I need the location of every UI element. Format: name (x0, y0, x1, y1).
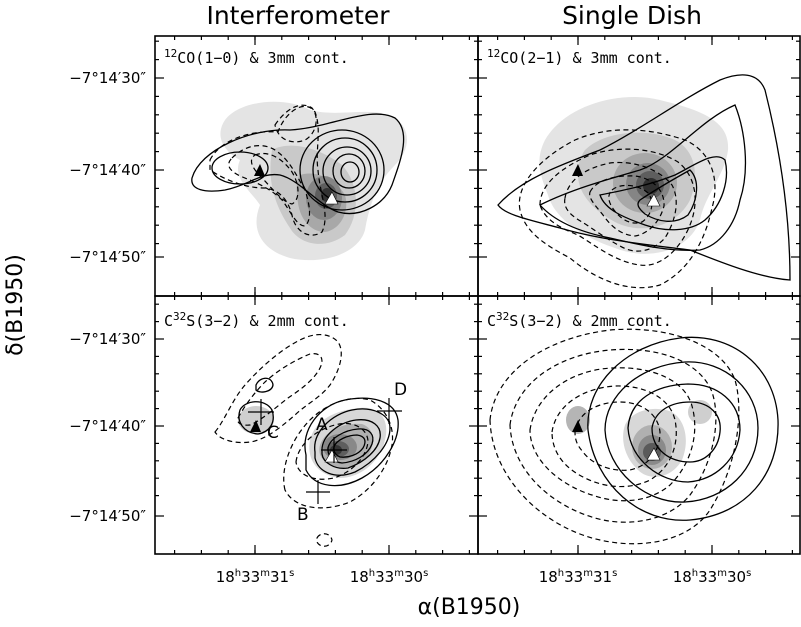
isotope-superscript: 32 (496, 310, 509, 323)
panel-label: 12CO(1−0) & 3mm cont. (164, 47, 349, 67)
marker-b: B (297, 480, 330, 525)
y-axis-label: δ(B1950) (3, 254, 28, 356)
source-markers (572, 164, 661, 207)
y-tick-label: −7°14′30″ (69, 69, 146, 87)
y-tick-label: −7°14′40″ (69, 417, 146, 435)
panel-label: C32S(3−2) & 2mm cont. (164, 310, 349, 330)
molecule: CO(2−1) (500, 49, 563, 67)
panel-singledish-cs32 (477, 295, 801, 555)
panel-label: C32S(3−2) & 2mm cont. (487, 310, 672, 330)
continuum-map (220, 101, 408, 261)
axis-ticks (155, 36, 800, 554)
blueshifted-contours (209, 104, 326, 236)
marker-label-c: C (267, 423, 279, 443)
isotope-superscript: 12 (164, 47, 177, 60)
marker-a: A (316, 415, 347, 463)
panel-caption: & 2mm cont. (240, 312, 348, 330)
molecule: S(3−2) (186, 312, 240, 330)
column-title-single-dish: Single Dish (562, 1, 702, 30)
marker-label-d: D (394, 380, 407, 400)
x-tick-label: 18h33m31s (539, 568, 618, 586)
panel-frame (477, 295, 801, 555)
x-tick-label: 18h33m31s (216, 568, 295, 586)
marker-label-a: A (316, 415, 328, 435)
x-tick-labels: 18h33m31s 18h33m30s 18h33m31s 18h33m30s (216, 568, 752, 586)
molecule: S(3−2) (509, 312, 563, 330)
y-tick-label: −7°14′30″ (69, 330, 146, 348)
x-tick-label: 18h33m30s (350, 568, 429, 586)
redshifted-contours (238, 377, 399, 487)
source-markers (572, 420, 661, 461)
continuum-map (566, 400, 712, 477)
panel-label: 12CO(2−1) & 3mm cont. (487, 47, 672, 67)
marker-c: C (248, 399, 279, 443)
x-tick-label: 18h33m30s (673, 568, 752, 586)
column-title-interferometer: Interferometer (206, 1, 390, 30)
blueshifted-contours (489, 328, 740, 545)
molecule: CO(1−0) (177, 49, 240, 67)
redshifted-contours (497, 74, 791, 281)
y-tick-label: −7°14′50″ (69, 248, 146, 266)
marker-d: D (377, 380, 407, 424)
isotope-superscript: 32 (173, 310, 186, 323)
y-tick-label: −7°14′50″ (69, 507, 146, 525)
source-markers (254, 164, 339, 205)
redshifted-contours (587, 336, 779, 521)
y-tick-label: −7°14′40″ (69, 161, 146, 179)
panel-caption: & 3mm cont. (563, 49, 671, 67)
redshifted-contours (191, 113, 405, 214)
blueshifted-contours (518, 129, 716, 289)
isotope-superscript: 12 (487, 47, 500, 60)
molecule-prefix: C (164, 312, 173, 330)
x-axis-label: α(B1950) (418, 595, 521, 620)
position-markers: A B C D (248, 380, 407, 525)
marker-label-b: B (297, 505, 309, 525)
molecule-prefix: C (487, 312, 496, 330)
panel-caption: & 3mm cont. (240, 49, 348, 67)
source-markers (250, 420, 339, 463)
blueshifted-contours (214, 334, 394, 547)
panel-caption: & 2mm cont. (563, 312, 671, 330)
